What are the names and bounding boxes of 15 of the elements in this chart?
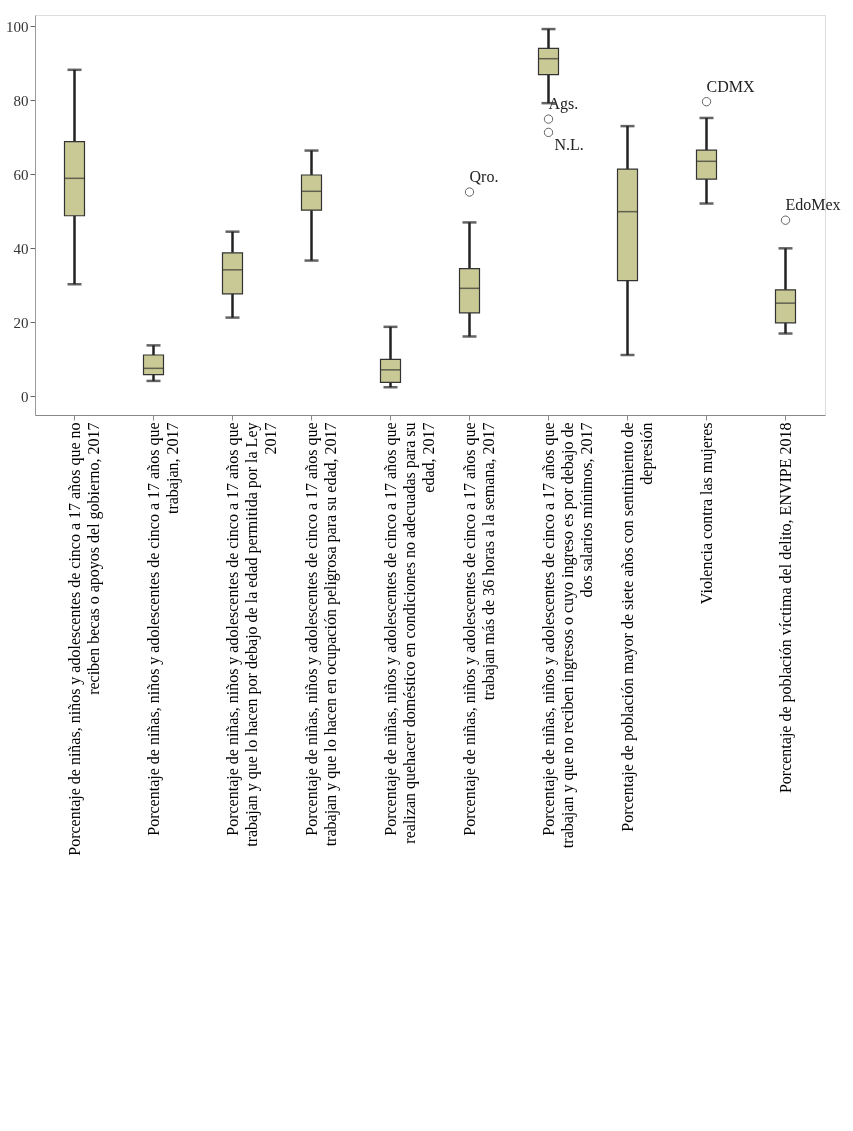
y-tick-label: 60	[13, 166, 29, 183]
x-tick-label: Porcentaje de población víctima del delito, ENVIPE 2018	[776, 422, 795, 794]
annotation: Qro.	[469, 168, 499, 186]
x-tick-label: Violencia contra las mujeres	[697, 422, 716, 605]
annotation: N.L.	[554, 136, 584, 154]
y-tick-label: 20	[13, 314, 29, 331]
y-tick-label: 0	[21, 388, 29, 405]
annotation: Ags.	[548, 95, 579, 114]
x-tick-label: Porcentaje de niñas, niños y adolescentes de cinco a 17 años que trabajan y que lo hacen por debajo de la edad permitida por la Ley 2017	[223, 422, 279, 847]
x-tick-label: Porcentaje de niñas, niños y adolescentes de cinco a 17 años que no reciben becas o apoyos del gobierno, 2017	[65, 422, 103, 856]
y-tick-label: 40	[13, 240, 29, 257]
annotation: CDMX	[706, 77, 755, 95]
annotation: EdoMex	[785, 196, 841, 214]
y-tick-label: 100	[6, 18, 29, 35]
y-tick-label: 80	[13, 92, 29, 109]
